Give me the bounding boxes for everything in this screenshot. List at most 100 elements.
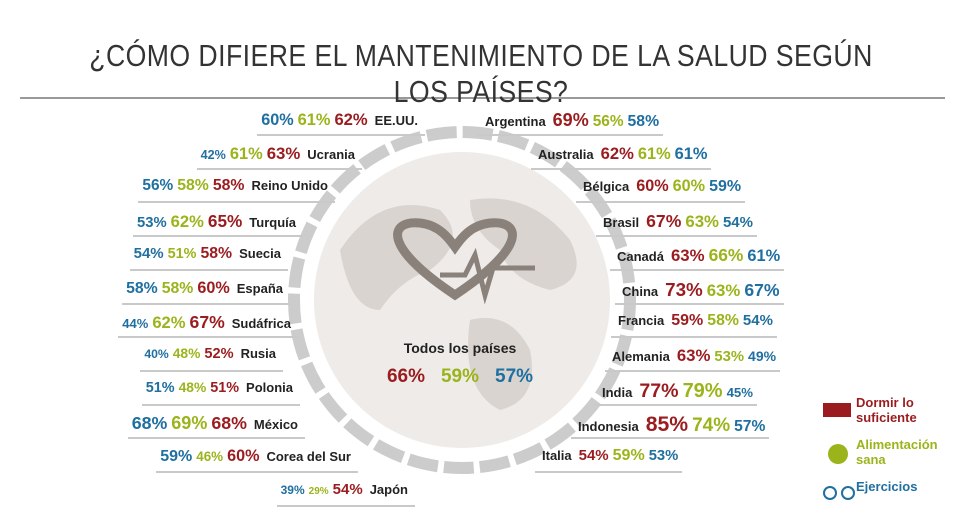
country-row: 58% 58% 60% España: [122, 279, 290, 305]
country-name: Suecia: [239, 245, 281, 261]
country-row: 54% 51% 58% Suecia: [129, 244, 288, 271]
exercise-value: 59%: [709, 178, 742, 196]
food-value: 79%: [682, 379, 723, 402]
food-value: 60%: [672, 177, 706, 196]
exercise-value: 45%: [726, 384, 753, 400]
sleep-value: 69%: [552, 110, 589, 130]
country-name: Ucrania: [307, 146, 355, 162]
country-row: China 73% 63% 67%: [615, 279, 784, 305]
food-value: 58%: [177, 177, 209, 195]
country-row: 59% 46% 60% Corea del Sur: [156, 447, 358, 473]
food-value: 62%: [152, 313, 186, 333]
food-value: 61%: [297, 111, 331, 129]
country-row: Indonesia 85% 74% 57%: [571, 413, 770, 440]
summary: Todos los países 66% 59% 57%: [380, 340, 540, 388]
sleep-value: 63%: [676, 345, 711, 365]
country-name: India: [602, 384, 633, 400]
legend-exercise: Ejercicios: [856, 479, 946, 494]
sleep-value: 63%: [670, 245, 705, 265]
country-name: EE.UU.: [374, 113, 418, 128]
sleep-value: 60%: [227, 447, 260, 465]
exercise-value: 59%: [160, 448, 193, 465]
country-row: Australia 62% 61% 61%: [531, 143, 712, 170]
exercise-value: 67%: [744, 279, 780, 300]
exercise-value: 53%: [648, 448, 679, 464]
food-value: 29%: [308, 485, 329, 497]
sleep-value: 66%: [386, 366, 425, 387]
country-row: 53% 62% 65% Turquía: [133, 211, 303, 238]
food-value: 46%: [196, 449, 224, 464]
exercise-value: 57%: [495, 366, 534, 387]
food-value: 58%: [707, 312, 739, 330]
sleep-value: 58%: [200, 244, 233, 262]
exercise-value: 58%: [627, 113, 660, 130]
sleep-value: 67%: [189, 312, 225, 333]
country-name: Turquía: [249, 215, 296, 231]
sleep-value: 62%: [600, 143, 634, 163]
food-value: 48%: [172, 345, 201, 361]
legend-label: Dormir lo suficiente: [856, 395, 917, 425]
summary-label: Todos los países: [403, 340, 517, 356]
sleep-value: 58%: [212, 177, 245, 195]
legend-label: Ejercicios: [856, 479, 918, 494]
country-row: 40% 48% 52% Rusia: [140, 346, 283, 372]
food-value: 59%: [612, 447, 645, 464]
country-name: México: [253, 417, 298, 433]
country-row: 44% 62% 67% Sudáfrica: [118, 312, 298, 339]
exercise-value: 56%: [142, 177, 174, 195]
sleep-value: 77%: [639, 379, 679, 402]
country-name: Francia: [618, 313, 665, 329]
exercise-value: 61%: [674, 144, 708, 163]
country-row: India 77% 79% 45%: [595, 380, 757, 406]
food-value: 53%: [714, 348, 745, 365]
food-value: 69%: [171, 413, 208, 434]
country-row: 51% 48% 51% Polonia: [141, 379, 300, 406]
country-name: Rusia: [240, 345, 276, 361]
country-name: Alemania: [612, 348, 670, 364]
exercise-value: 54%: [722, 214, 753, 232]
food-value: 51%: [167, 245, 197, 262]
country-name: Corea del Sur: [266, 449, 351, 464]
legend: Dormir lo suficiente Alimentación sana E…: [820, 395, 946, 506]
sleep-value: 54%: [578, 447, 609, 464]
food-value: 59%: [440, 366, 480, 387]
country-row: 60% 61% 62% EE.UU.: [257, 110, 425, 136]
country-name: Brasil: [603, 215, 640, 231]
country-name: Argentina: [485, 114, 546, 129]
country-row: 68% 69% 68% México: [127, 413, 305, 440]
exercise-value: 44%: [122, 316, 149, 332]
food-value: 56%: [592, 113, 624, 130]
food-value: 62%: [170, 212, 204, 232]
country-name: Australia: [538, 146, 594, 162]
country-row: 56% 58% 58% Reino Unido: [138, 177, 335, 204]
country-row: Alemania 63% 53% 49%: [605, 345, 781, 372]
country-name: Canadá: [617, 248, 664, 264]
country-row: Francia 59% 58% 54%: [611, 312, 777, 339]
country-name: Bélgica: [583, 179, 630, 195]
country-row: Canadá 63% 66% 61%: [610, 245, 785, 271]
sleep-value: 63%: [266, 143, 301, 163]
food-value: 63%: [706, 280, 741, 300]
food-value: 58%: [161, 279, 194, 297]
title: ¿CÓMO DIFIERE EL MANTENIMIENTO DE LA SAL…: [89, 38, 873, 109]
sleep-value: 54%: [332, 480, 363, 498]
exercise-value: 53%: [137, 215, 167, 232]
country-name: España: [236, 280, 283, 296]
exercise-value: 51%: [145, 379, 175, 396]
exercise-value: 54%: [133, 244, 164, 262]
sleep-value: 62%: [334, 110, 368, 129]
country-name: Italia: [542, 448, 572, 463]
country-row: 42% 61% 63% Ucrania: [196, 143, 362, 170]
sleep-value: 60%: [197, 278, 230, 297]
exercise-value: 57%: [734, 418, 766, 436]
sleep-value: 52%: [204, 345, 234, 362]
exercise-value: 68%: [131, 413, 168, 434]
legend-sleep: Dormir lo suficiente: [856, 395, 946, 425]
legend-food: Alimentación sana: [856, 437, 946, 467]
country-row: Argentina 69% 56% 58%: [478, 110, 664, 136]
exercise-value: 60%: [261, 111, 294, 129]
legend-label: Alimentación sana: [856, 437, 938, 467]
country-name: Sudáfrica: [231, 316, 291, 332]
